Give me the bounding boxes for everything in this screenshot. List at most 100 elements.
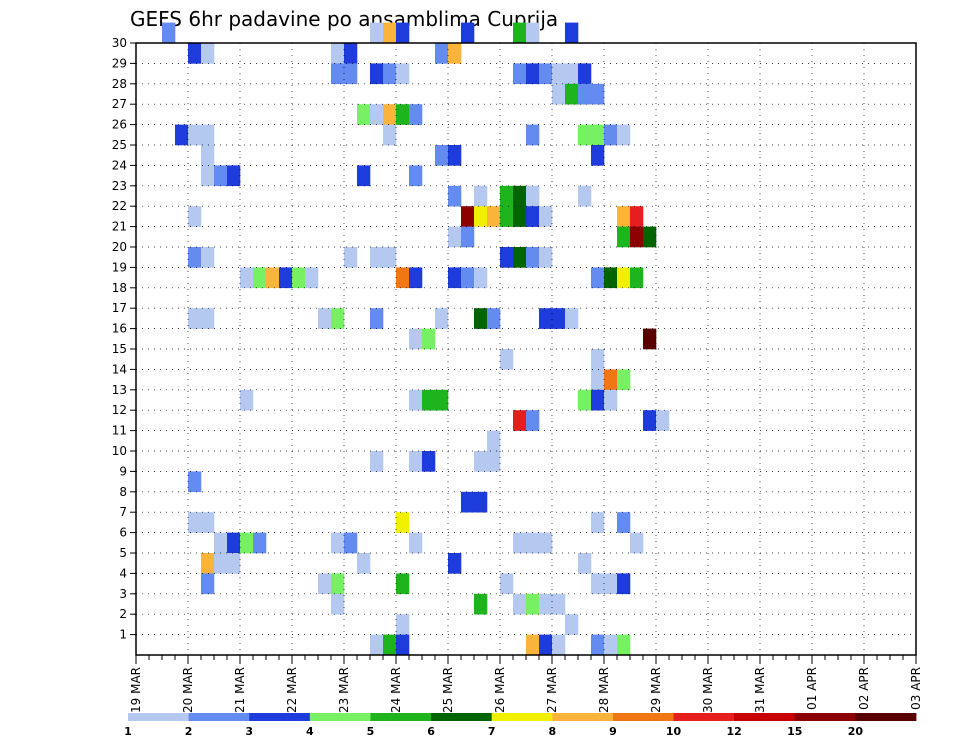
heatmap-cell [448,267,462,289]
heatmap-cell [162,22,176,44]
heatmap-cell [253,267,267,289]
heatmap-cell [370,63,384,85]
y-tick-label: 17 [112,301,127,315]
heatmap-cell [422,328,436,350]
heatmap-cell [604,573,618,595]
heatmap-cell [331,532,345,554]
heatmap-cell [188,512,202,533]
y-tick-label: 5 [119,546,127,560]
heatmap-cell [487,430,501,452]
legend-label: 5 [367,725,375,738]
heatmap-cell [201,512,215,533]
cells-layer [162,22,670,656]
heatmap-cell [552,634,566,656]
heatmap-cell [526,593,540,615]
legend-label: 15 [787,725,802,738]
x-tick-label: 03 APR [909,667,923,710]
heatmap-cell [526,22,540,44]
heatmap-cell [630,267,644,289]
y-tick-label: 8 [119,485,127,499]
y-tick-label: 14 [112,362,127,376]
heatmap-cell [474,491,488,513]
heatmap-cell [487,308,501,329]
heatmap-cell [591,634,605,656]
legend-swatch [612,713,674,721]
heatmap-cell [331,43,345,64]
heatmap-cell [201,145,215,166]
heatmap-cell [435,43,449,64]
heatmap-cell [396,512,410,533]
heatmap-cell [565,83,579,105]
y-tick-label: 19 [112,260,127,274]
heatmap-cell [370,104,384,125]
heatmap-cell [201,553,215,574]
heatmap-cell [409,389,423,411]
heatmap-cell [409,328,423,350]
heatmap-cell [617,512,631,533]
x-tick-label: 26 MAR [493,667,507,713]
heatmap-cell [565,614,579,635]
y-tick-label: 22 [112,199,127,213]
heatmap-cell [448,43,462,64]
x-tick-label: 31 MAR [753,667,767,713]
x-tick-label: 23 MAR [337,667,351,713]
legend-swatch [370,713,432,721]
heatmap-cell [578,124,592,146]
heatmap-cell [461,226,475,248]
heatmap-cell [526,63,540,85]
y-axis: 1234567891011121314151617181920212223242… [112,36,136,642]
heatmap-cell [578,553,592,574]
heatmap-cell [357,553,371,574]
heatmap-cell [630,532,644,554]
legend-label: 3 [245,725,253,738]
heatmap-cell [201,573,215,595]
heatmap-cell [513,63,527,85]
heatmap-cell [253,532,267,554]
heatmap-cell [409,267,423,289]
heatmap-cell [630,226,644,248]
heatmap-cell [188,471,202,493]
heatmap-cell [539,532,553,554]
heatmap-cell [214,532,228,554]
heatmap-cell [552,63,566,85]
heatmap-cell [578,185,592,207]
chart-title: GEFS 6hr padavine po ansamblima Cuprija [130,7,558,31]
heatmap-cell [344,247,358,268]
heatmap-cell [396,634,410,656]
heatmap-cell [448,145,462,166]
heatmap-cell [370,22,384,44]
legend-swatch [673,713,735,721]
heatmap-cell [578,83,592,105]
heatmap-cell [409,451,423,472]
heatmap-cell [344,63,358,85]
heatmap-cell [617,206,631,227]
heatmap-cell [370,308,384,329]
legend-swatch [734,713,796,721]
heatmap-cell [396,63,410,85]
heatmap-cell [461,22,475,44]
heatmap-cell [656,410,670,431]
heatmap-cell [448,553,462,574]
heatmap-cell [591,349,605,370]
heatmap-cell [539,634,553,656]
x-tick-label: 19 MAR [129,667,143,713]
heatmap-cell [201,308,215,329]
heatmap-cell [305,267,319,289]
heatmap-cell [240,267,254,289]
heatmap-cell [513,185,527,207]
heatmap-cell [487,451,501,472]
x-tick-label: 25 MAR [441,667,455,713]
heatmap-cell [383,124,397,146]
heatmap-cell [383,22,397,44]
heatmap-cell [227,165,241,187]
heatmap-cell [214,165,228,187]
heatmap-cell [318,308,332,329]
heatmap-cell [370,451,384,472]
heatmap-cell [461,267,475,289]
y-tick-label: 4 [119,566,127,580]
y-tick-label: 25 [112,138,127,152]
heatmap-cell [539,593,553,615]
y-tick-label: 24 [112,158,127,172]
legend-swatch [552,713,614,721]
